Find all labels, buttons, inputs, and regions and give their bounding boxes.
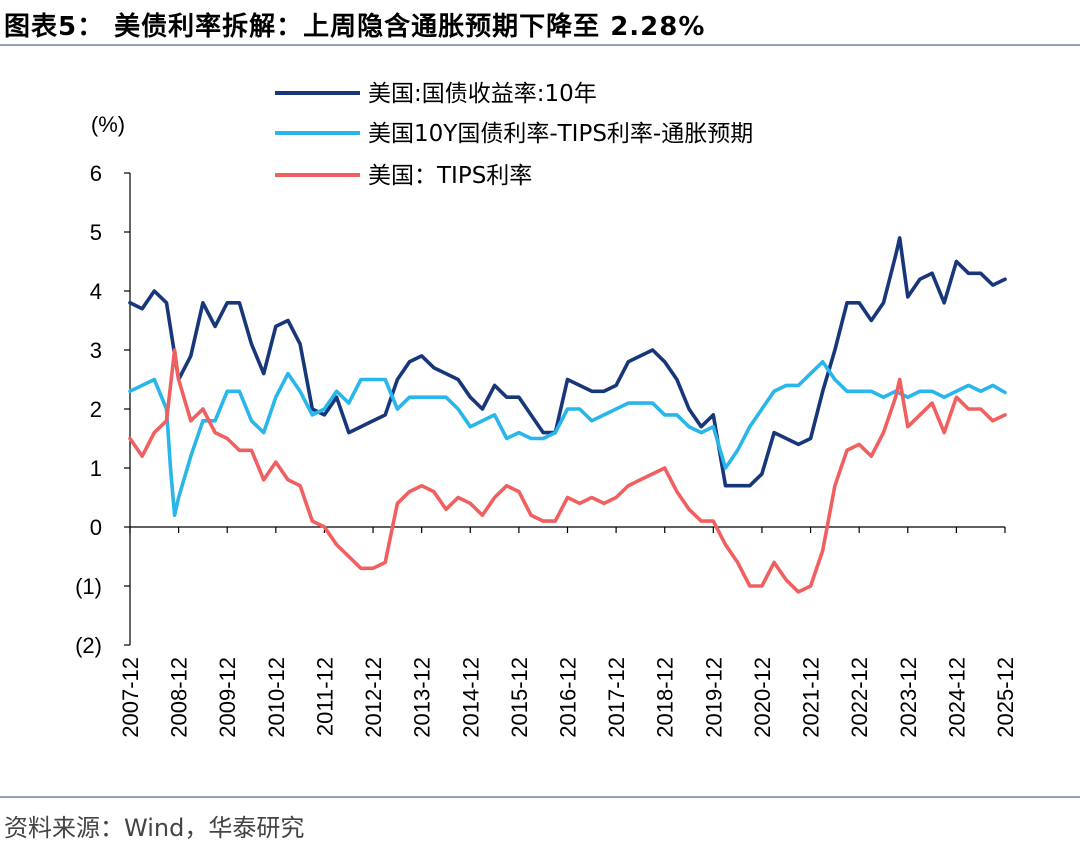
- x-tick-label: 2008-12: [167, 657, 192, 738]
- x-tick-label: 2024-12: [944, 657, 969, 738]
- x-tick-label: 2017-12: [604, 657, 629, 738]
- x-tick-label: 2018-12: [653, 657, 678, 738]
- x-tick-label: 2016-12: [556, 657, 581, 738]
- y-tick-label: (1): [75, 574, 102, 599]
- legend-label-1: 美国10Y国债利率-TIPS利率-通胀预期: [368, 121, 753, 147]
- x-tick-label: 2020-12: [750, 657, 775, 738]
- y-tick-label: 6: [90, 161, 102, 186]
- series-line-2: [128, 348, 1007, 594]
- y-tick-label: 4: [90, 279, 102, 304]
- x-tick-label: 2019-12: [701, 657, 726, 738]
- series-line-0: [128, 236, 1007, 488]
- y-unit-label: (%): [91, 112, 125, 137]
- x-tick-label: 2021-12: [799, 657, 824, 738]
- y-tick-label: (2): [75, 633, 102, 658]
- series-line-1: [128, 360, 1007, 517]
- footer-divider: [0, 796, 1080, 798]
- x-tick-label: 2012-12: [361, 657, 386, 738]
- axes-layer: 6 5 4 3 2 1 0 (1) (2) 2007-12 2008-12 2009-12 2010-1…: [75, 161, 1018, 738]
- x-tick-label: 2009-12: [215, 657, 240, 738]
- legend-label-2: 美国：TIPS利率: [368, 163, 532, 189]
- series-layer: [128, 236, 1007, 594]
- x-tick-label: 2023-12: [896, 657, 921, 738]
- x-tick-label: 2010-12: [264, 657, 289, 738]
- x-tick-label: 2013-12: [410, 657, 435, 738]
- legend: 美国:国债收益率:10年美国10Y国债利率-TIPS利率-通胀预期美国：TIPS…: [275, 81, 753, 189]
- y-tick-label: 2: [90, 397, 102, 422]
- chart-title: 图表5： 美债利率拆解：上周隐含通胀预期下降至 2.28%: [4, 12, 706, 42]
- x-tick-label: 2015-12: [507, 657, 532, 738]
- y-tick-label: 1: [90, 456, 102, 481]
- x-tick-label: 2007-12: [118, 657, 143, 738]
- source-note: 资料来源：Wind，华泰研究: [4, 814, 305, 842]
- legend-label-0: 美国:国债收益率:10年: [368, 81, 597, 107]
- title-divider: [0, 44, 1080, 46]
- x-tick-label: 2014-12: [458, 657, 483, 738]
- x-tick-label: 2011-12: [312, 657, 337, 736]
- x-tick-label: 2025-12: [993, 657, 1018, 738]
- line-chart: 6 5 4 3 2 1 0 (1) (2) 2007-12 2008-12 2009-12 2010-1…: [75, 81, 1018, 738]
- y-tick-label: 3: [90, 338, 102, 363]
- x-tick-label: 2022-12: [847, 657, 872, 738]
- y-tick-label: 5: [90, 220, 102, 245]
- y-tick-label: 0: [90, 515, 102, 540]
